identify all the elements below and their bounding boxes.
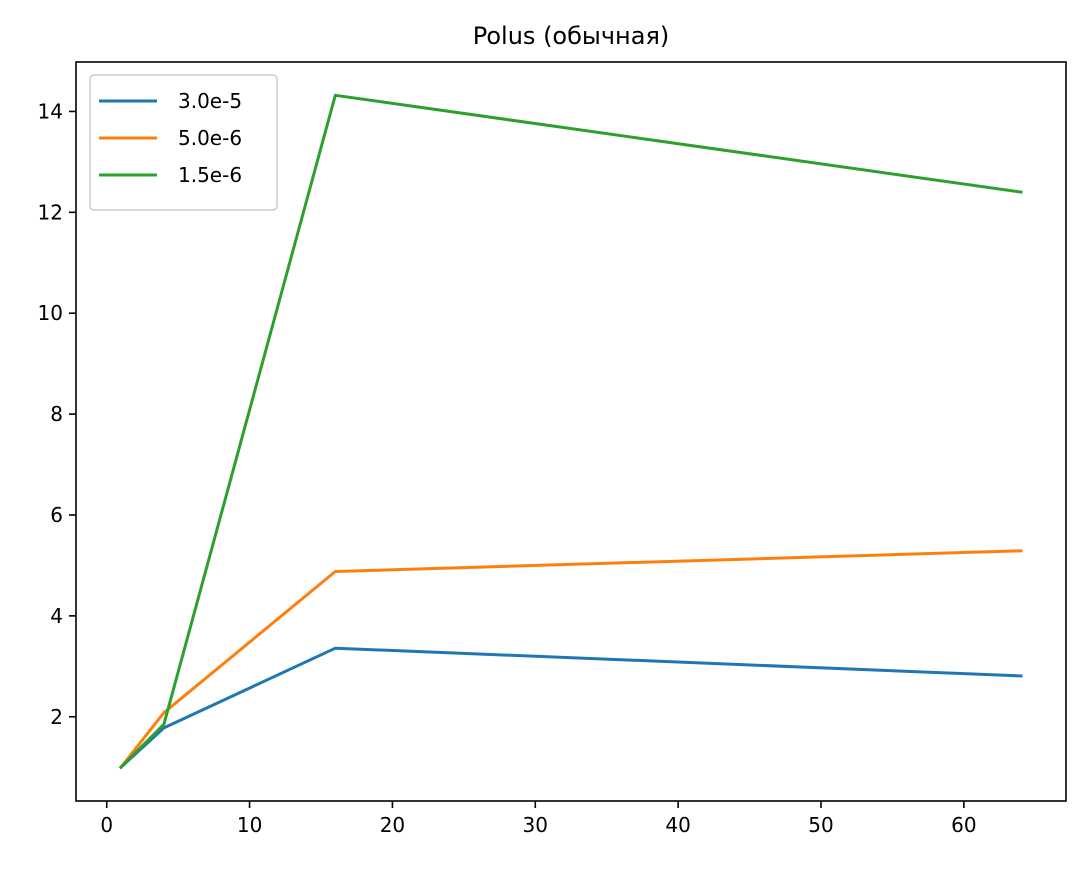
y-tick-label: 8 — [50, 402, 63, 426]
x-tick-label: 50 — [808, 813, 833, 837]
x-tick-label: 60 — [951, 813, 976, 837]
x-tick-label: 20 — [380, 813, 405, 837]
y-axis: 2 4 6 8 10 12 14 — [38, 99, 76, 729]
legend-label-1: 5.0e-6 — [178, 126, 242, 150]
y-tick-label: 12 — [38, 200, 63, 224]
y-tick-label: 14 — [38, 99, 63, 123]
y-tick-label: 4 — [50, 604, 63, 628]
series-line-2 — [118, 93, 1023, 770]
y-tick-label: 10 — [38, 301, 63, 325]
legend-label-0: 3.0e-5 — [178, 89, 242, 113]
legend: 3.0e-5 5.0e-6 1.5e-6 — [89, 74, 278, 211]
x-tick-label: 30 — [523, 813, 548, 837]
y-tick-label: 2 — [50, 705, 63, 729]
series-line-0 — [118, 646, 1023, 770]
x-tick-label: 10 — [237, 813, 262, 837]
x-tick-label: 0 — [100, 813, 113, 837]
series-line-1 — [118, 549, 1023, 770]
plot-frame — [75, 61, 1067, 802]
legend-label-2: 1.5e-6 — [178, 163, 242, 187]
plot-lines — [118, 93, 1023, 770]
x-tick-label: 40 — [665, 813, 690, 837]
y-tick-label: 6 — [50, 503, 63, 527]
x-axis: 0 10 20 30 40 50 60 — [100, 801, 977, 837]
chart-title: Polus (обычная) — [473, 22, 670, 50]
